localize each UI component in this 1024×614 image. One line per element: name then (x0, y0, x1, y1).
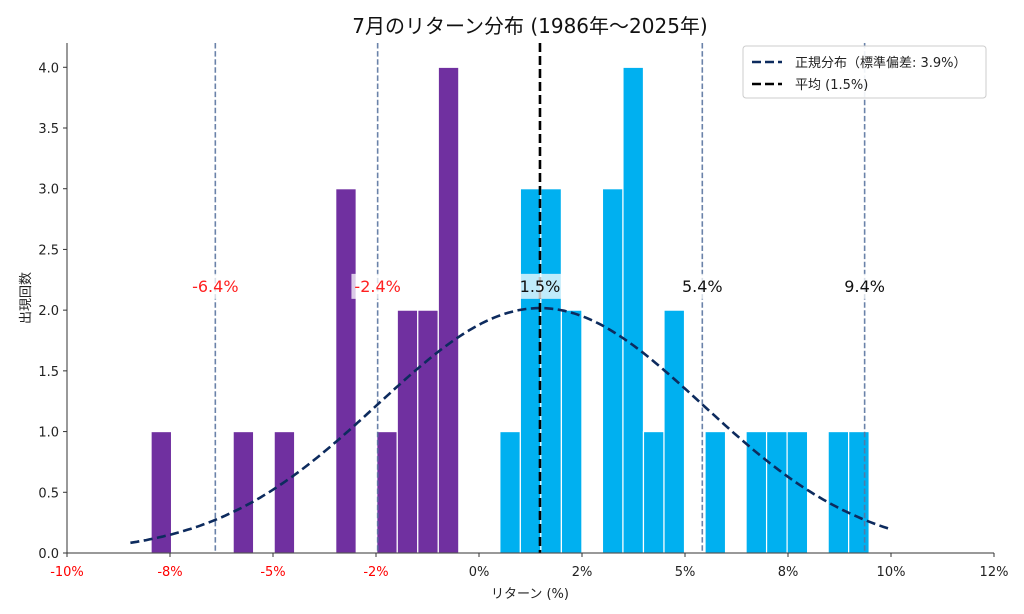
histogram-bar-negative (417, 309, 439, 554)
y-axis-label: 出現回数 (19, 272, 34, 324)
reference-label-background (351, 273, 404, 299)
normal-distribution-curve (130, 306, 891, 545)
reference-label-background (678, 273, 726, 299)
reference-label: -6.4% (189, 273, 242, 299)
y-tick-label: 1.0 (38, 426, 59, 441)
x-tick-label: 10% (877, 565, 906, 580)
y-axis-ticks: 0.0 0.5 1.0 1.5 2.0 2.5 3.0 3.5 4.0 (38, 61, 67, 562)
histogram-bar-positive (622, 66, 645, 554)
histogram-bar-negative (396, 309, 419, 554)
histogram-bar-positive (848, 430, 870, 554)
histogram-bar-negative (232, 430, 255, 554)
x-tick-label: 5% (675, 565, 696, 580)
x-tick-label: -5% (260, 565, 285, 580)
x-tick-label: -10% (50, 565, 84, 580)
histogram-bar-positive (642, 430, 665, 554)
y-tick-label: 2.5 (38, 243, 59, 258)
y-tick-label: 4.0 (38, 61, 59, 76)
y-tick-label: 2.0 (38, 304, 59, 319)
histogram-bar-positive (786, 430, 809, 554)
histogram-bar-positive (827, 430, 850, 554)
y-tick-label: 3.5 (38, 122, 59, 137)
reference-label-text: 1.5% (520, 277, 561, 296)
reference-label: -2.4% (351, 273, 404, 299)
histogram-bar-negative (273, 430, 296, 554)
reference-label-background (189, 273, 242, 299)
y-tick-label: 0.0 (38, 547, 59, 562)
histogram-bar-positive (704, 430, 727, 554)
legend-mean-label: 平均 (1.5%) (795, 78, 868, 93)
y-tick-label: 0.5 (38, 486, 59, 501)
histogram-bar-positive (601, 188, 624, 554)
reference-label: 1.5% (516, 273, 564, 299)
reference-label-text: 9.4% (844, 277, 885, 296)
histogram-bar-negative (437, 66, 460, 554)
histogram-bar-positive (499, 430, 521, 554)
histogram-bar-positive (519, 188, 542, 554)
histogram-bar-positive (765, 430, 788, 554)
legend-normal-label: 正規分布（標準偏差: 3.9%） (795, 55, 967, 71)
x-axis-label: リターン (%) (491, 587, 569, 602)
histogram-bar-negative (150, 430, 173, 554)
reference-label-background (841, 273, 888, 299)
x-axis-ticks: -10% -8% -5% -2% 0% 2% 5% 8% 10% 12% (50, 553, 1008, 580)
reference-label-background (516, 273, 564, 299)
histogram-bar-positive (560, 309, 583, 554)
x-tick-label: -8% (157, 565, 182, 580)
histogram-bar-negative (335, 188, 357, 554)
x-tick-label: 12% (980, 565, 1009, 580)
x-tick-label: 8% (778, 565, 799, 580)
y-tick-label: 1.5 (38, 365, 59, 380)
histogram-bar-positive (745, 430, 768, 554)
reference-label: 9.4% (841, 273, 888, 299)
legend-box (742, 45, 987, 99)
reference-label-text: -2.4% (354, 277, 400, 296)
x-tick-label: 0% (469, 565, 490, 580)
reference-label-text: 5.4% (682, 277, 723, 296)
histogram-bar-positive (663, 309, 686, 554)
y-tick-label: 3.0 (38, 183, 59, 198)
reference-label: 5.4% (678, 273, 726, 299)
reference-label-text: -6.4% (192, 277, 238, 296)
histogram-bar-negative (376, 430, 398, 554)
x-tick-label: 2% (572, 565, 593, 580)
legend: 正規分布（標準偏差: 3.9%） 平均 (1.5%) (742, 45, 987, 99)
histogram-bar-positive (540, 188, 563, 554)
x-tick-label: -2% (363, 565, 388, 580)
reference-labels: -6.4% -2.4% 1.5% 5.4% 9.4% (189, 273, 888, 299)
chart-title: 7月のリターン分布 (1986年〜2025年) (352, 14, 707, 38)
